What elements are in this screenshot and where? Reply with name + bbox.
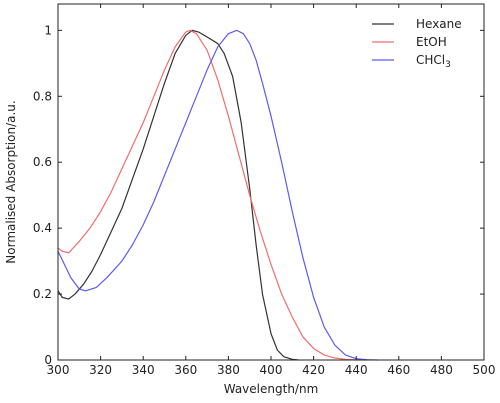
legend-label: EtOH — [416, 35, 447, 49]
y-tick-label: 0.6 — [33, 155, 52, 169]
series-line-hexane — [57, 29, 300, 361]
legend-label: CHCl3 — [416, 53, 451, 70]
legend-label: Hexane — [416, 17, 462, 31]
x-axis-ticks: 300 320 340 360 380 400 420 440 460 480 500 — [47, 4, 496, 377]
y-axis-label: Normalised Absorption/a.u. — [4, 100, 18, 263]
plot-lines — [57, 29, 379, 361]
x-tick-label: 420 — [302, 363, 325, 377]
x-tick-label: 460 — [387, 363, 410, 377]
series-line-etoh — [57, 29, 368, 361]
legend-label-subscript: 3 — [445, 60, 451, 70]
y-tick-label: 0.8 — [33, 89, 52, 103]
x-tick-label: 480 — [430, 363, 453, 377]
x-tick-label: 340 — [132, 363, 155, 377]
x-tick-label: 440 — [345, 363, 368, 377]
legend: Hexane EtOH CHCl3 — [372, 17, 462, 70]
x-tick-label: 320 — [89, 363, 112, 377]
x-tick-label: 500 — [473, 363, 496, 377]
y-axis-ticks: 0 0.2 0.4 0.6 0.8 1 — [33, 23, 484, 367]
x-tick-label: 380 — [217, 363, 240, 377]
y-tick-label: 0.4 — [33, 221, 52, 235]
y-tick-label: 1 — [44, 23, 52, 37]
x-tick-label: 400 — [260, 363, 283, 377]
y-tick-label: 0.2 — [33, 287, 52, 301]
x-axis-label: Wavelength/nm — [224, 382, 319, 396]
series-line-chcl3 — [57, 29, 379, 361]
x-tick-label: 360 — [174, 363, 197, 377]
x-tick-label: 300 — [47, 363, 70, 377]
y-tick-label: 0 — [44, 353, 52, 367]
